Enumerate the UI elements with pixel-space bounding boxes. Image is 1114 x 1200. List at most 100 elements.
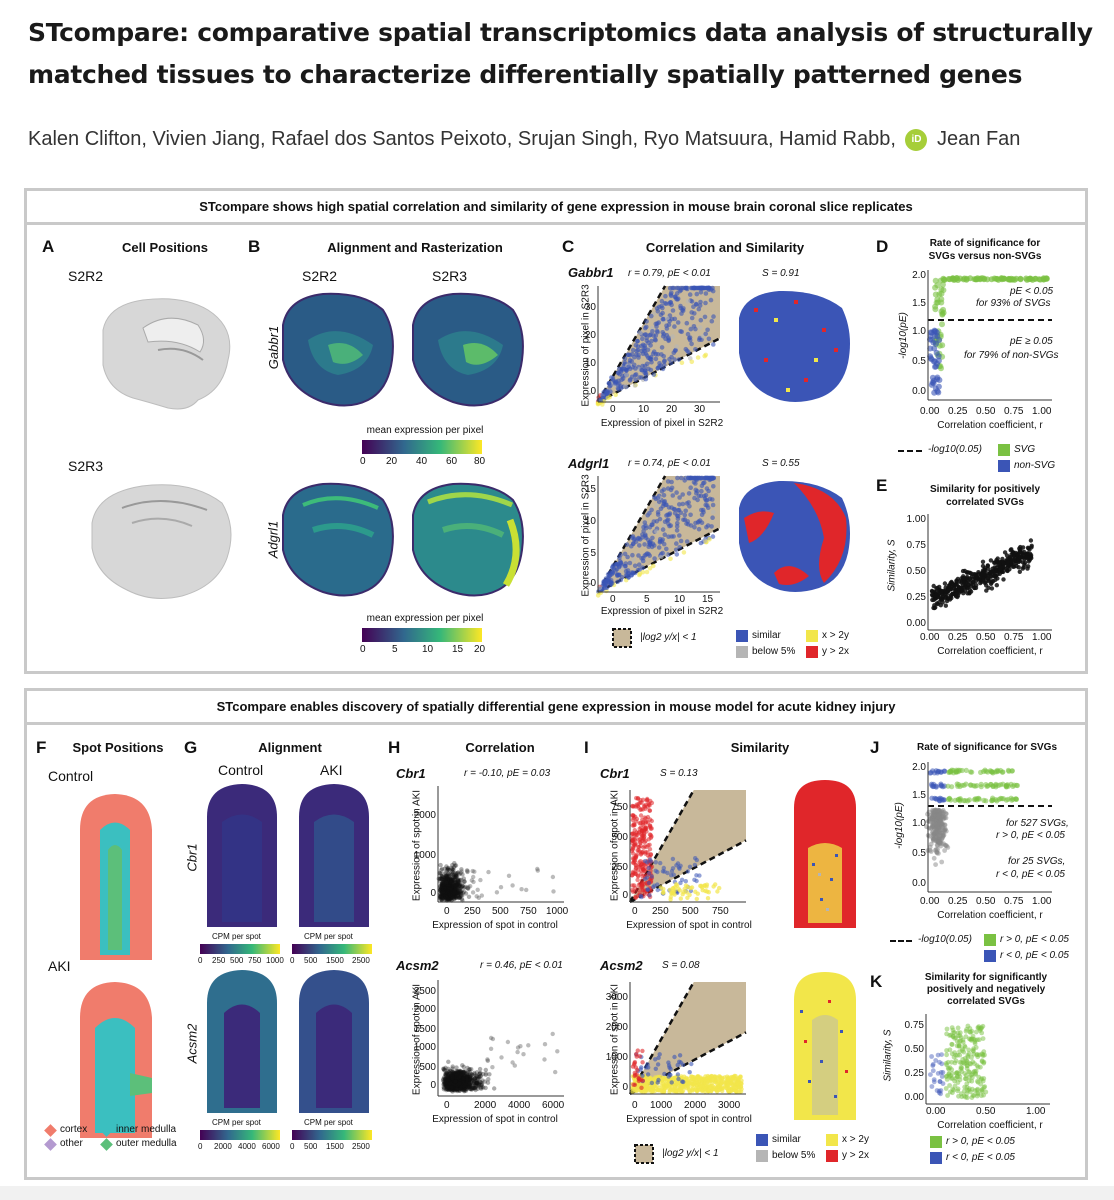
point	[947, 1065, 953, 1071]
point	[439, 894, 444, 900]
point	[464, 1076, 470, 1082]
point	[469, 1086, 475, 1092]
point	[945, 1059, 951, 1065]
legend-inner-medulla-dot	[100, 1124, 113, 1137]
point	[455, 882, 460, 887]
point	[441, 883, 447, 888]
point	[1017, 549, 1022, 555]
tick: 30	[584, 302, 596, 313]
point	[944, 1077, 950, 1082]
point	[443, 895, 449, 901]
point	[631, 1082, 636, 1087]
point	[458, 1086, 464, 1091]
point	[699, 512, 705, 517]
point	[473, 1084, 478, 1089]
tick: 500	[611, 832, 628, 843]
point	[635, 848, 640, 853]
point	[450, 1078, 455, 1083]
point	[443, 893, 449, 898]
point	[459, 1078, 465, 1083]
point	[459, 1086, 464, 1092]
point	[447, 879, 452, 884]
point	[453, 1079, 458, 1084]
point	[444, 897, 449, 902]
point	[450, 1087, 456, 1092]
point	[448, 886, 453, 891]
point	[455, 1083, 460, 1088]
point	[467, 1084, 472, 1089]
point	[440, 880, 446, 885]
point	[456, 1080, 462, 1086]
point	[630, 844, 636, 850]
point	[937, 841, 943, 846]
tick: 3000	[605, 992, 628, 1003]
point	[452, 874, 458, 880]
point	[555, 1049, 560, 1054]
point	[452, 1080, 457, 1086]
point	[442, 883, 447, 888]
point	[445, 891, 451, 896]
point	[471, 1085, 476, 1090]
point	[440, 882, 445, 887]
point	[930, 1068, 936, 1074]
point	[453, 1076, 458, 1081]
point	[448, 896, 453, 902]
point	[1013, 796, 1019, 802]
point	[458, 1081, 463, 1086]
tick: 0.25	[948, 896, 968, 907]
point	[470, 1078, 475, 1083]
point	[966, 582, 972, 588]
point	[455, 1070, 461, 1075]
point	[492, 1086, 497, 1091]
point	[455, 1079, 460, 1084]
point	[459, 1082, 464, 1087]
point	[651, 372, 657, 377]
point	[458, 1073, 463, 1079]
point	[442, 1081, 447, 1086]
point	[943, 603, 948, 608]
point	[727, 1089, 732, 1094]
point	[457, 1080, 463, 1085]
point	[691, 285, 697, 291]
point	[633, 895, 638, 900]
point	[449, 878, 454, 884]
panel-k-title3: correlated SVGs	[947, 996, 1025, 1007]
orcid-icon[interactable]: iD	[905, 128, 928, 151]
point	[475, 1074, 480, 1080]
point	[441, 886, 446, 891]
point	[439, 888, 444, 894]
point	[662, 869, 667, 874]
point	[451, 867, 456, 873]
point	[447, 896, 452, 901]
point	[661, 890, 666, 895]
tick: 0.5	[912, 848, 926, 859]
panel-d-ann2b: for 79% of non-SVGs	[964, 350, 1059, 361]
point	[454, 1080, 459, 1086]
point	[637, 543, 642, 548]
point	[677, 495, 682, 500]
point	[448, 879, 453, 885]
point	[445, 877, 450, 882]
point	[938, 1070, 944, 1075]
tick: 1.0	[912, 326, 926, 337]
point	[450, 1086, 456, 1091]
panel-h-yticks2: 2500 2000 1500 1000 500 0	[406, 980, 436, 1096]
point	[449, 1077, 454, 1082]
point	[631, 857, 636, 862]
point	[653, 333, 659, 338]
point	[458, 891, 463, 896]
point	[955, 1030, 961, 1036]
point	[454, 1076, 459, 1081]
tick: 5	[644, 594, 650, 605]
point	[971, 1051, 977, 1057]
legend-neg: r < 0, pE < 0.05	[1000, 950, 1069, 961]
point	[455, 870, 460, 876]
point	[639, 367, 644, 373]
point	[451, 888, 456, 894]
point	[458, 1077, 464, 1082]
point	[448, 878, 453, 883]
point	[456, 1079, 461, 1084]
tick: 0.75	[1004, 632, 1024, 643]
point	[452, 889, 457, 895]
point	[448, 887, 454, 892]
